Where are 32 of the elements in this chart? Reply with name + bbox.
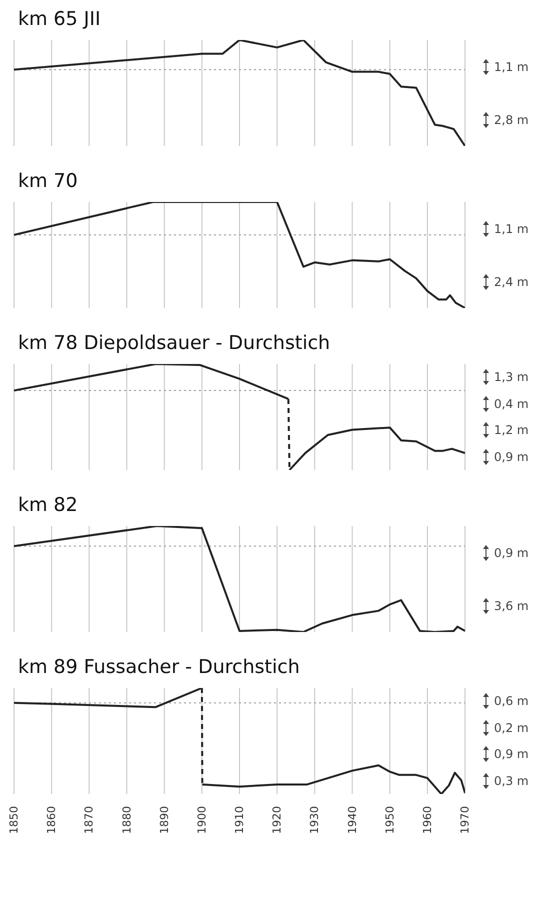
x-tick-label: 1930	[308, 806, 322, 834]
x-tick-label: 1900	[195, 806, 208, 834]
chart-title: km 65 JII	[18, 8, 102, 32]
x-tick-label: 1860	[45, 806, 58, 834]
text: 1,1 m	[494, 222, 529, 236]
text: 1,3 m	[494, 370, 529, 384]
x-tick-label: 1970	[458, 806, 472, 834]
chart-title: km 82	[18, 494, 79, 518]
text: 0,3 m	[494, 774, 529, 788]
text: 2,4 m	[494, 274, 529, 288]
chart-title: km 70	[18, 170, 79, 194]
text: 2,8 m	[494, 112, 529, 126]
text: 0,9 m	[494, 747, 529, 762]
x-tick-label: 1950	[383, 806, 396, 834]
x-tick-label: 1880	[120, 806, 134, 834]
text: 0,6 m	[494, 694, 529, 708]
x-tick-label: 1850	[8, 806, 20, 834]
text: 1,2 m	[494, 423, 529, 438]
x-tick-label: 1940	[346, 806, 359, 834]
x-tick-label: 1890	[158, 806, 171, 834]
text: 0,4 m	[494, 396, 529, 411]
x-tick-label: 1960	[420, 806, 434, 834]
chart-title: km 89 Fussacher - Durchstich	[18, 656, 301, 680]
x-tick-label: 1910	[233, 806, 246, 834]
text: 0,9 m	[494, 546, 529, 560]
x-tick-label: 1870	[82, 806, 96, 834]
text: 0,9 m	[494, 450, 529, 464]
text: 3,6 m	[494, 598, 529, 612]
chart-title: km 78 Diepoldsauer - Durchstich	[18, 332, 332, 356]
x-tick-label: 1920	[270, 806, 284, 834]
text: 0,2 m	[494, 720, 529, 735]
text: 1,1 m	[494, 60, 529, 74]
